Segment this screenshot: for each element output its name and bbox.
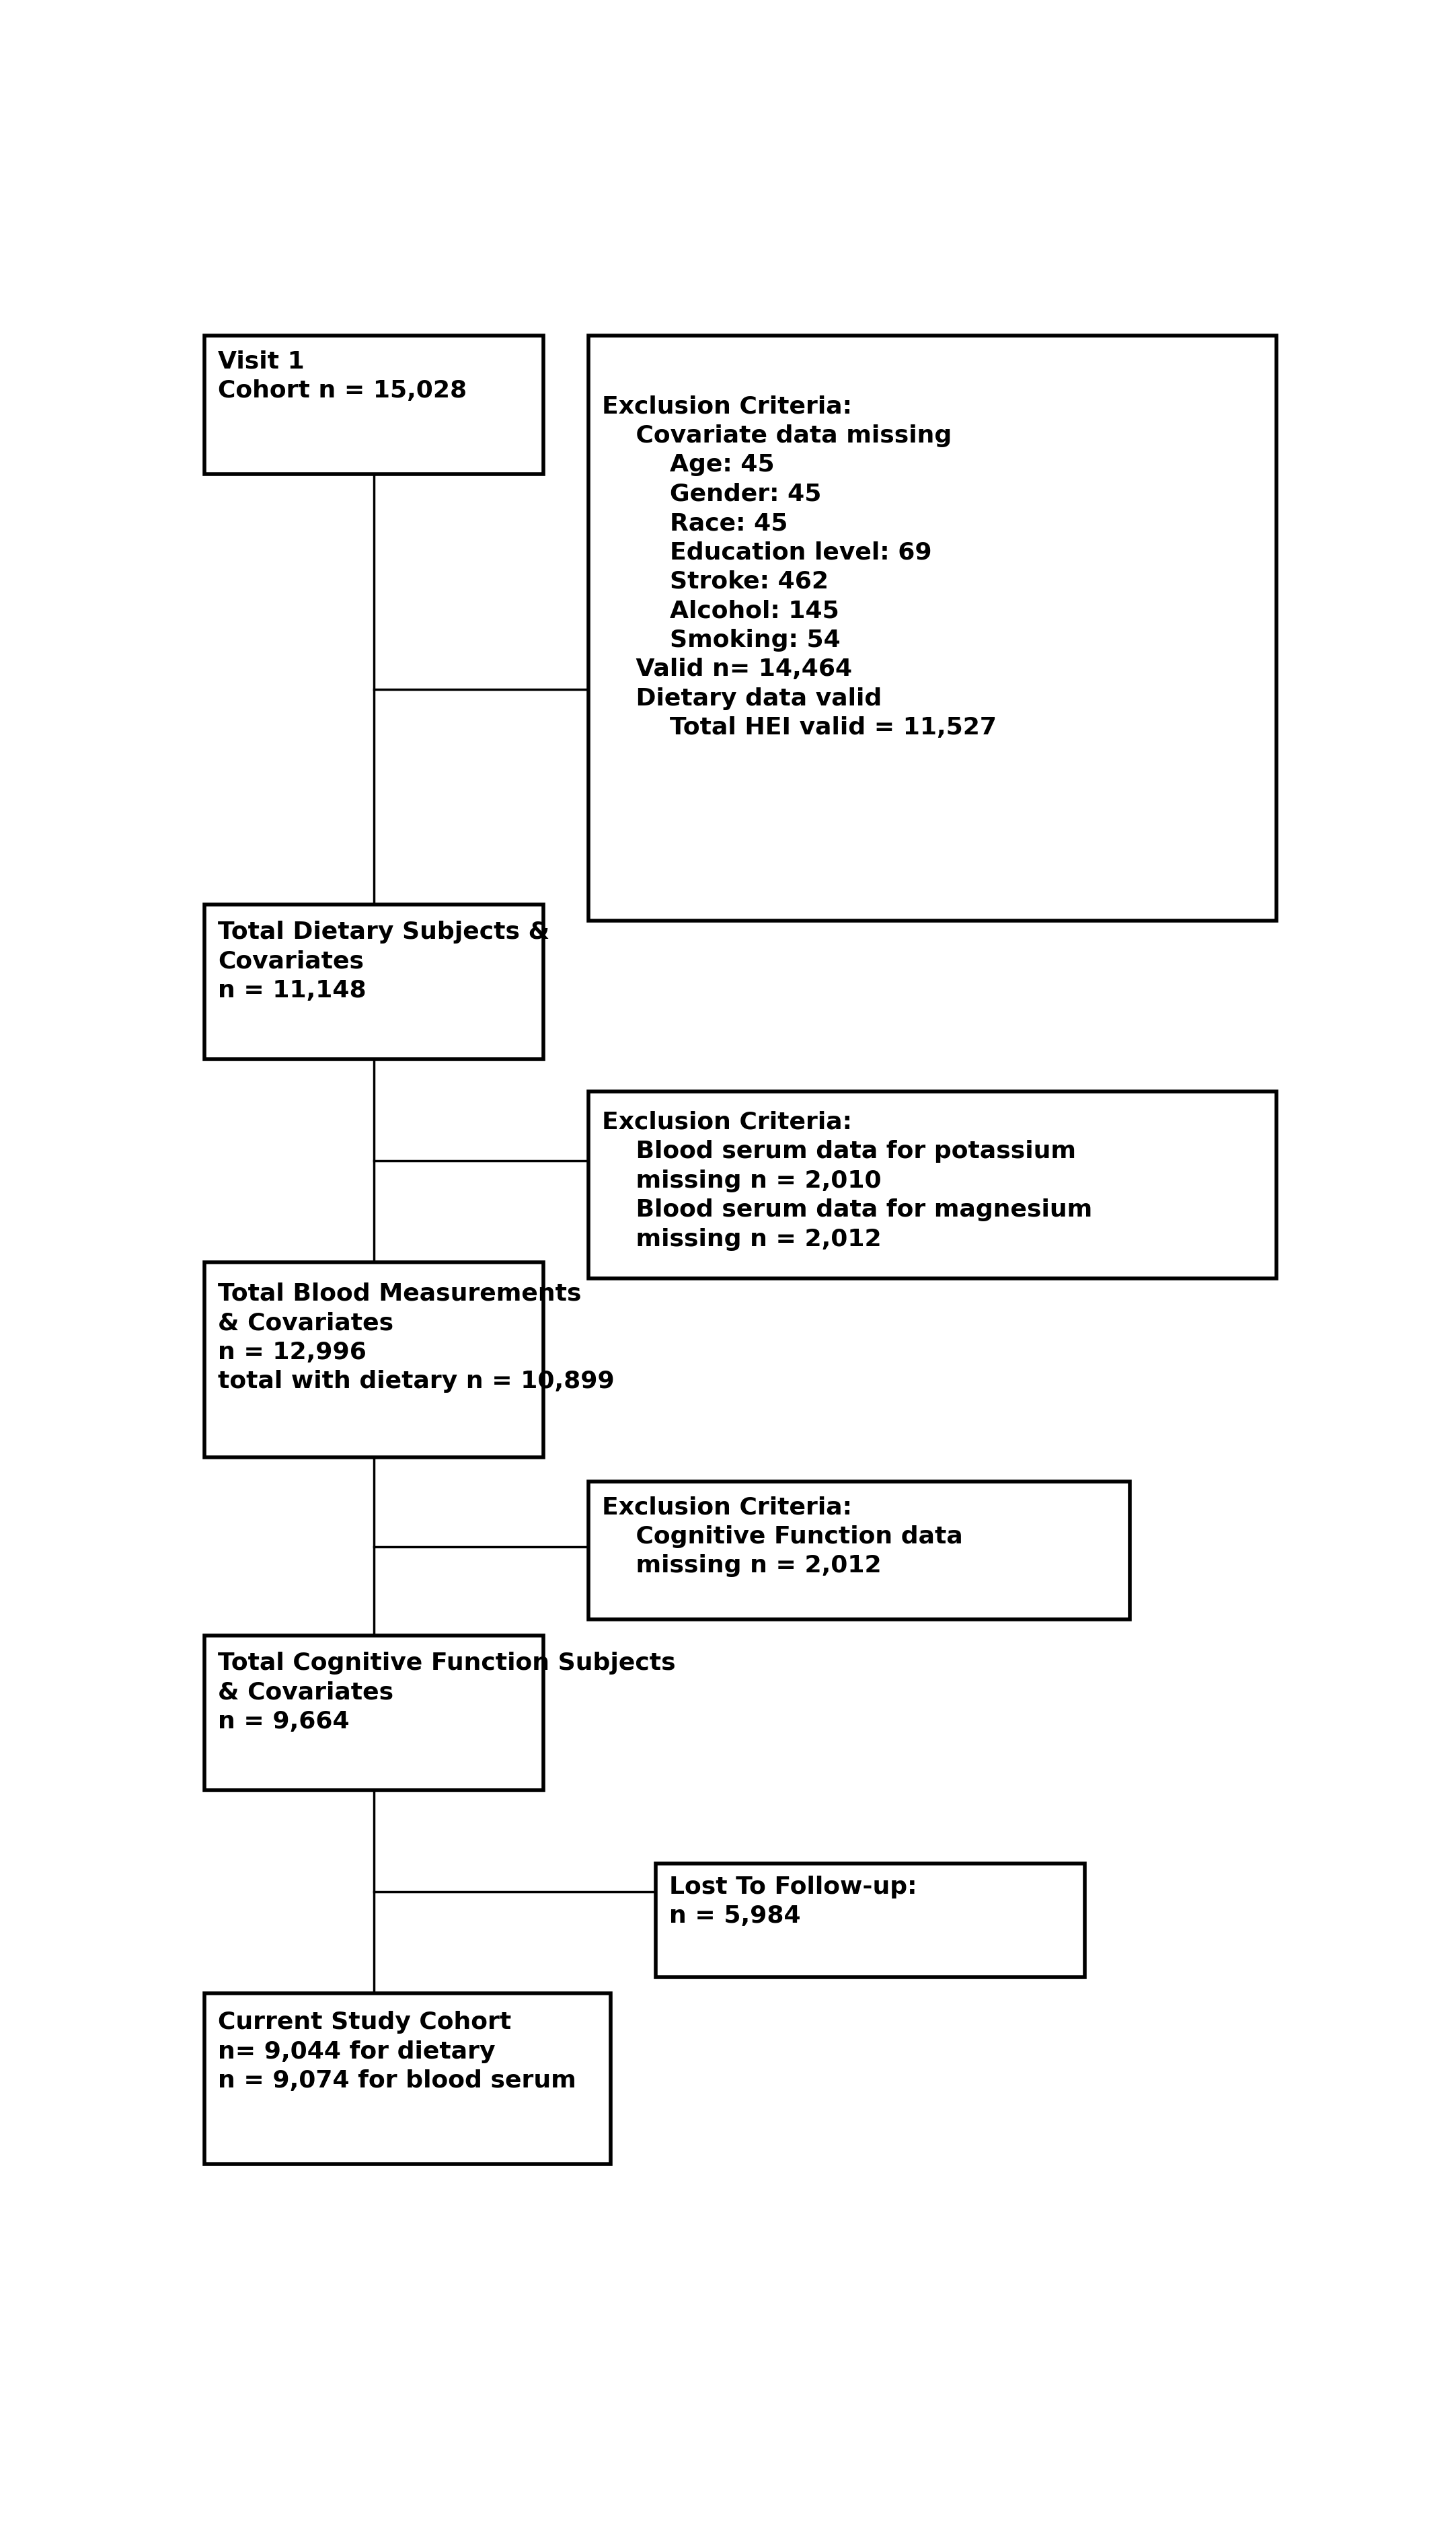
Bar: [588, 337, 1277, 922]
Text: Lost To Follow-up:
n = 5,984: Lost To Follow-up: n = 5,984: [670, 1874, 917, 1927]
Bar: [204, 337, 543, 473]
Text: Total Blood Measurements
& Covariates
n = 12,996
total with dietary n = 10,899: Total Blood Measurements & Covariates n …: [218, 1281, 614, 1393]
Bar: [204, 1263, 543, 1458]
Bar: [588, 1481, 1130, 1620]
Bar: [204, 904, 543, 1058]
Bar: [588, 1091, 1277, 1279]
Text: Total Cognitive Function Subjects
& Covariates
n = 9,664: Total Cognitive Function Subjects & Cova…: [218, 1651, 676, 1732]
Bar: [204, 1993, 612, 2165]
Text: Visit 1
Cohort n = 15,028: Visit 1 Cohort n = 15,028: [218, 349, 467, 403]
Bar: [655, 1864, 1085, 1977]
Bar: [204, 1636, 543, 1790]
Text: Exclusion Criteria:
    Blood serum data for potassium
    missing n = 2,010
   : Exclusion Criteria: Blood serum data for…: [601, 1112, 1092, 1251]
Text: Total Dietary Subjects &
Covariates
n = 11,148: Total Dietary Subjects & Covariates n = …: [218, 922, 550, 1003]
Text: Exclusion Criteria:
    Covariate data missing
        Age: 45
        Gender: 4: Exclusion Criteria: Covariate data missi…: [601, 395, 996, 739]
Text: Current Study Cohort
n= 9,044 for dietary
n = 9,074 for blood serum: Current Study Cohort n= 9,044 for dietar…: [218, 2010, 577, 2091]
Text: Exclusion Criteria:
    Cognitive Function data
    missing n = 2,012: Exclusion Criteria: Cognitive Function d…: [601, 1496, 962, 1577]
